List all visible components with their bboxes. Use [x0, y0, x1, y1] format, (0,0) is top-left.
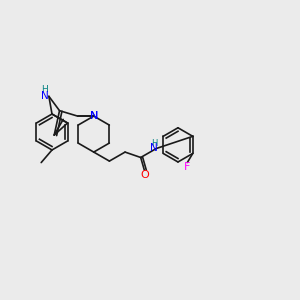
Text: F: F [184, 162, 190, 172]
Text: O: O [140, 170, 149, 181]
Text: H: H [151, 139, 158, 148]
Text: N: N [89, 111, 98, 121]
Text: H: H [41, 85, 48, 94]
Text: N: N [89, 111, 98, 121]
Text: N: N [41, 91, 49, 101]
Text: N: N [151, 143, 158, 154]
